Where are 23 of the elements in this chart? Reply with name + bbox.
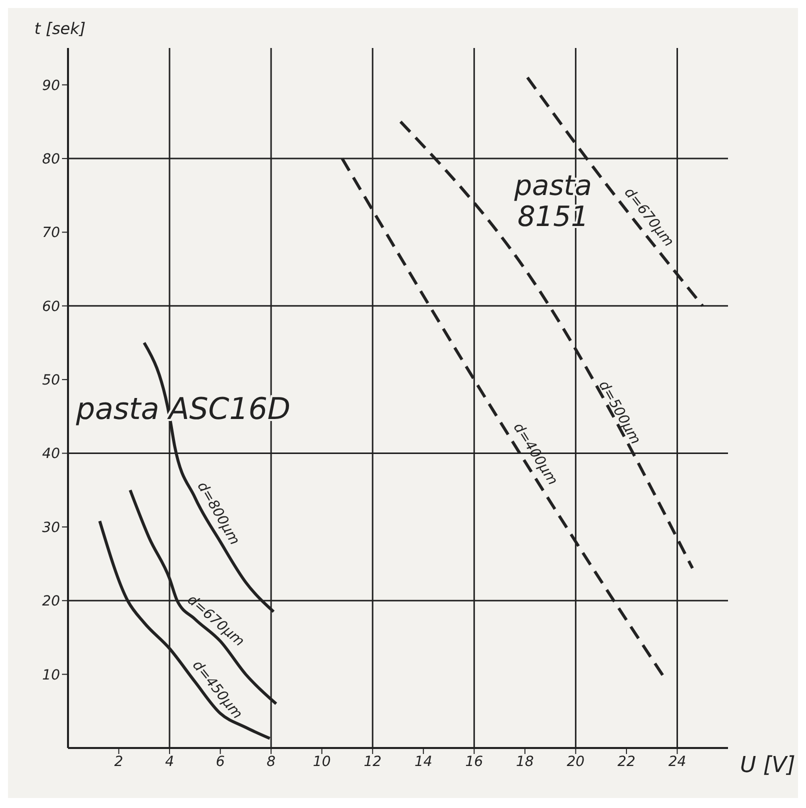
y-tick-label: 60: [42, 298, 60, 315]
y-tick-label: 70: [42, 225, 60, 242]
x-tick-label: 4: [165, 754, 174, 770]
x-tick-label: 6: [216, 754, 225, 770]
y-tick-label: 90: [42, 78, 60, 94]
x-tick-label: 12: [364, 754, 382, 770]
y-axis-title: t [sek]: [34, 19, 86, 38]
x-tick-label: 18: [516, 754, 534, 770]
x-tick-label: 20: [566, 754, 585, 770]
x-tick-label: 22: [618, 754, 636, 770]
x-tick-label: 2: [114, 754, 124, 770]
y-tick-label: 10: [42, 667, 60, 684]
x-tick-label: 8: [266, 754, 276, 770]
y-tick-label: 30: [42, 520, 60, 536]
y-tick-label: 50: [42, 372, 60, 389]
y-tick-label: 20: [42, 594, 60, 610]
x-tick-label: 16: [465, 754, 484, 770]
x-tick-label: 24: [668, 754, 686, 770]
x-tick-label: 10: [312, 754, 331, 770]
y-tick-label: 80: [42, 151, 60, 168]
x-tick-label: 14: [414, 754, 432, 770]
y-tick-label: 40: [42, 446, 60, 462]
x-axis-title: U [V]: [740, 753, 796, 778]
